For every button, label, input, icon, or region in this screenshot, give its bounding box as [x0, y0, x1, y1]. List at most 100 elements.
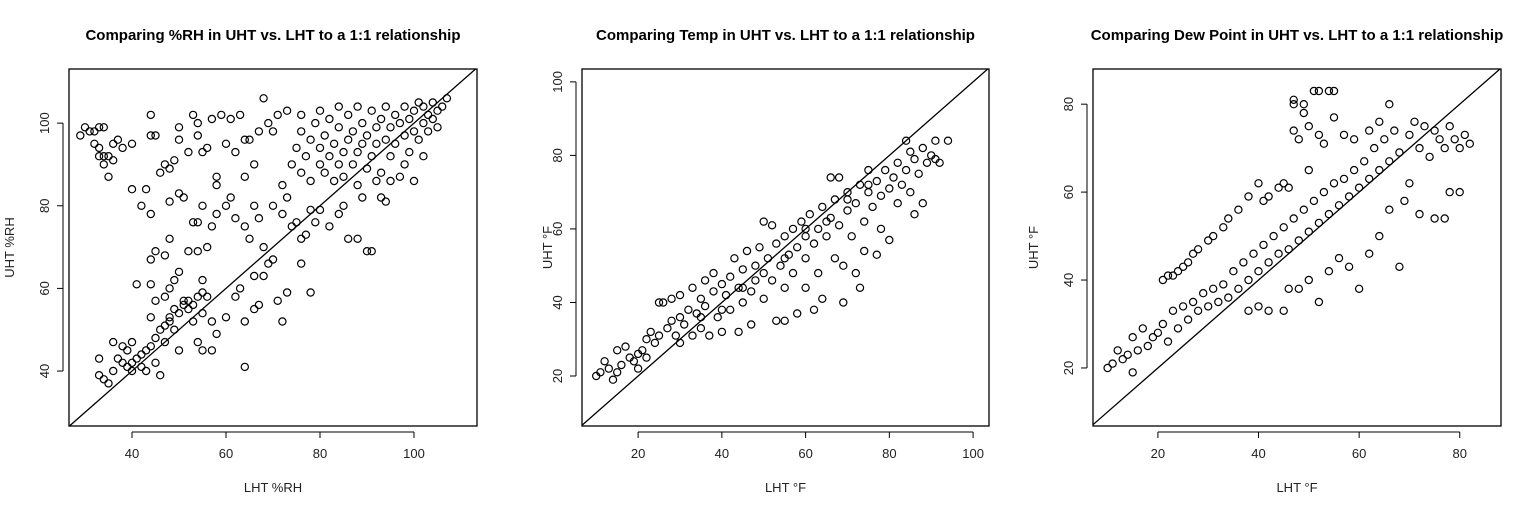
- data-point: [864, 165, 873, 175]
- data-point: [1369, 143, 1379, 153]
- data-point: [235, 284, 245, 293]
- data-point: [381, 135, 390, 144]
- data-point: [207, 346, 217, 355]
- data-point: [910, 154, 919, 164]
- data-point: [680, 320, 689, 329]
- data-point: [633, 364, 643, 373]
- data-point: [1254, 302, 1263, 311]
- data-point: [1183, 258, 1193, 267]
- data-point: [174, 123, 184, 132]
- data-point: [419, 151, 428, 161]
- data-point: [325, 151, 334, 161]
- data-point: [1410, 117, 1419, 127]
- data-point: [700, 301, 710, 311]
- data-point: [151, 246, 160, 256]
- data-point: [151, 333, 160, 343]
- data-point: [654, 331, 664, 340]
- data-point: [193, 218, 202, 227]
- data-point: [860, 217, 869, 226]
- data-point: [188, 218, 198, 227]
- data-point: [179, 193, 188, 202]
- chart-title: Comparing Dew Point in UHT vs. LHT to a …: [1091, 27, 1504, 44]
- data-point: [391, 110, 400, 120]
- data-point: [414, 135, 423, 144]
- data-point: [1279, 306, 1288, 315]
- data-point: [155, 168, 165, 177]
- data-point: [906, 147, 915, 156]
- data-point: [207, 222, 217, 231]
- data-point: [860, 246, 869, 256]
- data-point: [240, 317, 249, 326]
- data-point: [94, 354, 104, 363]
- data-point: [1113, 346, 1122, 355]
- data-point: [1244, 192, 1253, 201]
- data-point: [339, 147, 348, 157]
- data-point: [1249, 249, 1258, 258]
- data-point: [1289, 126, 1298, 135]
- data-point: [1259, 196, 1268, 206]
- data-point: [1143, 341, 1153, 351]
- y-tick-label: 100: [37, 112, 52, 134]
- data-point: [897, 180, 907, 189]
- data-point: [334, 102, 343, 111]
- data-point: [1163, 337, 1173, 346]
- data-point: [671, 331, 681, 340]
- data-point: [650, 338, 660, 348]
- data-point: [642, 335, 651, 344]
- x-tick-label: 80: [313, 446, 327, 461]
- data-point: [667, 294, 676, 303]
- data-point: [1193, 245, 1203, 254]
- data-point: [1430, 214, 1439, 223]
- data-point: [151, 131, 160, 140]
- data-point: [212, 172, 221, 181]
- data-point: [826, 173, 835, 182]
- data-point: [885, 235, 894, 245]
- data-point: [1445, 187, 1454, 197]
- y-axis-label: UHT %RH: [2, 217, 17, 277]
- data-point: [160, 337, 170, 347]
- data-point: [99, 123, 109, 132]
- data-point: [914, 169, 923, 178]
- data-point: [1304, 275, 1314, 285]
- data-point: [617, 360, 626, 370]
- data-point: [202, 292, 212, 301]
- data-point: [217, 110, 226, 120]
- data-point: [297, 234, 306, 243]
- y-axis-label: UHT °F: [540, 226, 555, 269]
- data-point: [174, 189, 184, 198]
- x-tick-label: 20: [1151, 446, 1165, 461]
- data-point: [297, 168, 306, 177]
- data-point: [386, 151, 395, 161]
- data-point: [1198, 289, 1208, 298]
- plot-frame: [68, 68, 478, 427]
- data-point: [738, 283, 748, 292]
- data-point: [146, 131, 155, 140]
- data-point: [146, 313, 155, 322]
- points: [69, 69, 477, 426]
- data-point: [108, 139, 118, 148]
- data-point: [282, 193, 292, 202]
- data-point: [834, 173, 844, 182]
- data-point: [108, 156, 118, 165]
- data-point: [1103, 363, 1112, 373]
- data-point: [1193, 306, 1203, 315]
- data-point: [868, 202, 877, 212]
- data-point: [797, 217, 806, 226]
- data-point: [1214, 297, 1223, 307]
- data-point: [278, 317, 287, 326]
- data-point: [207, 317, 217, 326]
- data-point: [1395, 262, 1404, 271]
- data-point: [730, 254, 739, 263]
- data-point: [759, 268, 768, 278]
- data-point: [847, 232, 856, 241]
- data-point: [264, 118, 273, 128]
- data-point: [76, 131, 85, 140]
- data-point: [839, 261, 848, 270]
- data-point: [1309, 86, 1319, 96]
- data-point: [212, 329, 221, 339]
- data-point: [414, 98, 423, 107]
- data-point: [872, 250, 882, 259]
- x-tick-label: 60: [1352, 446, 1366, 461]
- data-point: [320, 168, 329, 177]
- data-point: [801, 283, 810, 292]
